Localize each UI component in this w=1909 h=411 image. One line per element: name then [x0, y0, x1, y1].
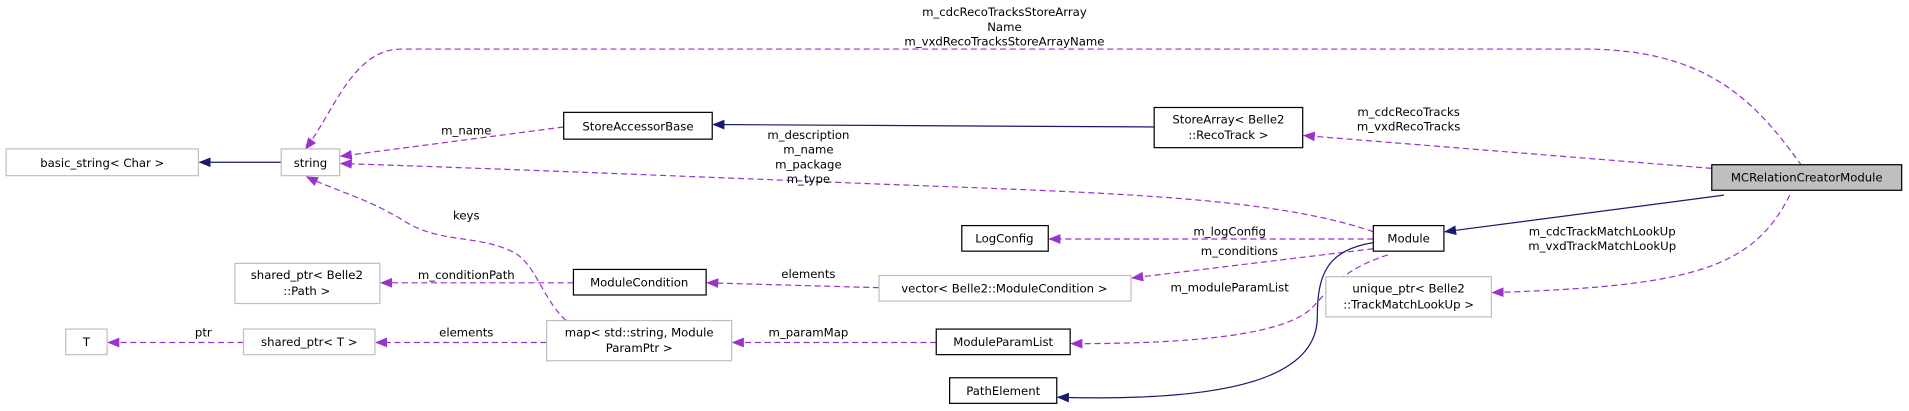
node-label: ModuleParamList [953, 335, 1053, 349]
edge-label: elements [781, 267, 835, 281]
node-shared-ptr-path[interactable]: shared_ptr< Belle2 ::Path > [234, 262, 381, 305]
edge-mcrelation-string [304, 48, 1803, 167]
edge-label: Name [987, 20, 1021, 34]
edge-label: m_name [441, 123, 491, 137]
edge-label: keys [453, 209, 480, 223]
edge-label: m_moduleParamList [1170, 280, 1289, 294]
node-label: StoreArray< Belle2 [1172, 112, 1284, 126]
edge-storearray-storeaccessorbase [712, 119, 1155, 130]
edge-module-vector [1131, 248, 1374, 282]
edge-label: m_logConfig [1193, 224, 1265, 238]
edge-label: m_type [787, 172, 830, 186]
node-string[interactable]: string [280, 148, 341, 177]
node-label: map< std::string, Module [565, 325, 714, 339]
node-label: basic_string< Char > [40, 156, 164, 170]
node-label: T [82, 335, 91, 349]
node-unique-ptr[interactable]: unique_ptr< Belle2 ::TrackMatchLookUp > [1325, 276, 1493, 318]
node-label: LogConfig [975, 232, 1033, 246]
edge-label: ptr [195, 325, 212, 339]
edge-label: m_description [767, 128, 849, 142]
node-map[interactable]: map< std::string, Module ParamPtr > [546, 319, 733, 362]
edge-map-string [305, 176, 567, 322]
edge-label: m_conditionPath [418, 268, 515, 282]
edge-label: m_cdcTrackMatchLookUp [1529, 224, 1676, 238]
edge-mcrelation-storearray [1302, 131, 1712, 169]
node-module-condition[interactable]: ModuleCondition [572, 268, 707, 296]
node-label: ParamPtr > [606, 341, 673, 355]
edge-label: m_vxdTrackMatchLookUp [1528, 239, 1676, 253]
edge-label: m_conditions [1201, 244, 1278, 258]
node-label: ::RecoTrack > [1188, 128, 1268, 142]
node-basic-string[interactable]: basic_string< Char > [5, 148, 200, 177]
edge-label: m_name [783, 143, 833, 157]
node-path-element[interactable]: PathElement [949, 377, 1058, 404]
node-label: ::Path > [283, 284, 330, 298]
edge-label: m_package [775, 157, 841, 171]
edge-label: m_cdcRecoTracks [1357, 105, 1459, 119]
node-label: ModuleCondition [590, 275, 688, 289]
edge-labels: m_cdcRecoTracksStoreArray Name m_vxdReco… [195, 5, 1676, 339]
node-log-config[interactable]: LogConfig [961, 224, 1049, 252]
edge-module-string [339, 158, 1374, 233]
node-store-accessor-base[interactable]: StoreAccessorBase [563, 111, 713, 140]
node-t[interactable]: T [65, 328, 108, 356]
node-label: string [294, 156, 328, 170]
node-label: shared_ptr< T > [261, 335, 358, 349]
edge-vector-modulecondition [706, 278, 880, 289]
node-label: PathElement [966, 384, 1040, 398]
node-label: Module [1387, 232, 1429, 246]
edge-storeaccessorbase-string [339, 126, 564, 160]
node-label: shared_ptr< Belle2 [251, 268, 363, 282]
node-module[interactable]: Module [1372, 224, 1445, 252]
edge-label: m_cdcRecoTracksStoreArray [922, 5, 1087, 19]
edge-label: m_vxdRecoTracks [1357, 120, 1460, 134]
node-shared-ptr-t[interactable]: shared_ptr< T > [242, 328, 376, 356]
edge-label: elements [439, 325, 493, 339]
node-label: MCRelationCreatorModule [1731, 171, 1883, 185]
edges [107, 48, 1803, 403]
edge-mcrelation-module [1443, 194, 1725, 236]
edge-module-pathelement [1056, 242, 1374, 403]
node-label: vector< Belle2::ModuleCondition > [901, 282, 1107, 296]
node-vector[interactable]: vector< Belle2::ModuleCondition > [878, 274, 1132, 302]
node-module-param-list[interactable]: ModuleParamList [935, 328, 1071, 356]
node-label: unique_ptr< Belle2 [1352, 282, 1464, 296]
node-store-array[interactable]: StoreArray< Belle2 ::RecoTrack > [1153, 106, 1304, 149]
node-label: ::TrackMatchLookUp > [1343, 297, 1474, 311]
node-label: StoreAccessorBase [582, 120, 693, 134]
edge-label: m_vxdRecoTracksStoreArrayName [904, 34, 1104, 48]
edge-mcrelation-uniqueptr [1491, 194, 1791, 298]
node-mc-relation-creator-module[interactable]: MCRelationCreatorModule [1711, 164, 1903, 191]
edge-label: m_paramMap [769, 325, 849, 339]
